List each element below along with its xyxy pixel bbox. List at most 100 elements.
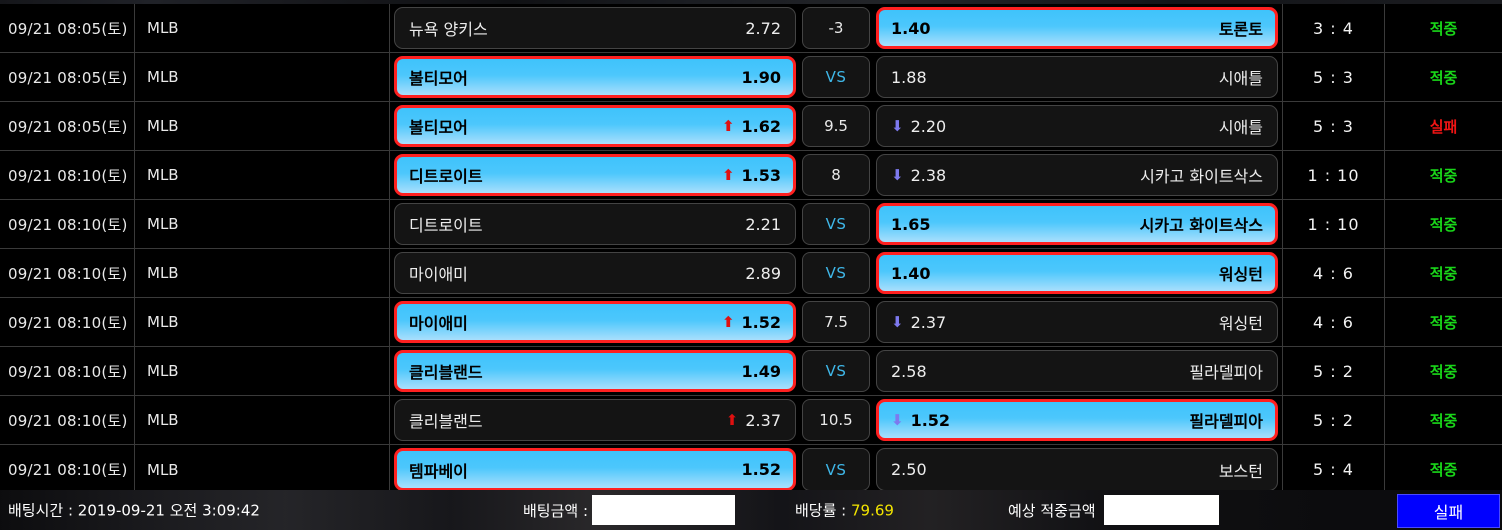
home-pick-cell[interactable]: 템파베이 1.52 xyxy=(390,445,800,494)
away-pick-selected[interactable]: 워싱턴 1.40 xyxy=(876,252,1278,294)
away-pick-cell[interactable]: 워싱턴 1.40 xyxy=(872,249,1282,297)
handicap-cell: VS xyxy=(800,249,872,297)
away-pick-cell[interactable]: 시애틀 ⬇ 2.20 xyxy=(872,102,1282,150)
league-name: MLB xyxy=(135,4,390,52)
match-datetime: 09/21 08:10(토) xyxy=(0,200,135,248)
home-pick-selected[interactable]: 마이애미 ⬆ 1.52 xyxy=(394,301,796,343)
away-odds: ⬇ 1.52 xyxy=(891,411,950,430)
home-pick-selected[interactable]: 디트로이트 ⬆ 1.53 xyxy=(394,154,796,196)
match-datetime: 09/21 08:10(토) xyxy=(0,445,135,494)
away-pick-cell[interactable]: 보스턴 2.50 xyxy=(872,445,1282,494)
bet-status-button[interactable]: 실패 xyxy=(1397,494,1500,528)
away-odds-value: 2.37 xyxy=(910,312,947,332)
expected-payout-group: 예상 적중금액 xyxy=(1008,495,1219,525)
home-odds-value: 1.52 xyxy=(741,312,781,332)
home-team-name: 템파베이 xyxy=(409,461,468,481)
away-pick-cell[interactable]: 워싱턴 ⬇ 2.37 xyxy=(872,298,1282,346)
final-score: 5 : 3 xyxy=(1282,53,1384,101)
away-pick-cell[interactable]: 시애틀 1.88 xyxy=(872,53,1282,101)
away-odds: 2.50 xyxy=(891,460,927,479)
handicap-value: 8 xyxy=(802,154,870,196)
away-pick[interactable]: 시애틀 1.88 xyxy=(876,56,1278,98)
odds-up-arrow-icon: ⬆ xyxy=(725,410,739,429)
payout-rate-value: 79.69 xyxy=(851,501,894,520)
match-datetime: 09/21 08:05(토) xyxy=(0,102,135,150)
away-pick-selected[interactable]: 필라델피아 ⬇ 1.52 xyxy=(876,399,1278,441)
away-pick[interactable]: 시카고 화이트삭스 ⬇ 2.38 xyxy=(876,154,1278,196)
handicap-value: -3 xyxy=(802,7,870,49)
league-name: MLB xyxy=(135,53,390,101)
home-pick-selected[interactable]: 볼티모어 ⬆ 1.62 xyxy=(394,105,796,147)
away-team-name: 시카고 화이트삭스 xyxy=(1139,216,1263,235)
away-odds-value: 1.40 xyxy=(891,263,931,283)
handicap-cell: 8 xyxy=(800,151,872,199)
away-pick-cell[interactable]: 필라델피아 2.58 xyxy=(872,347,1282,395)
away-pick[interactable]: 필라델피아 2.58 xyxy=(876,350,1278,392)
handicap-cell: VS xyxy=(800,53,872,101)
table-row: 09/21 08:10(토) MLB 클리블랜드 1.49 VS 필라델피아 2.58 5 :… xyxy=(0,347,1502,396)
home-pick-cell[interactable]: 마이애미 ⬆ 1.52 xyxy=(390,298,800,346)
match-datetime: 09/21 08:10(토) xyxy=(0,298,135,346)
home-pick-cell[interactable]: 뉴욕 양키스 2.72 xyxy=(390,4,800,52)
home-pick[interactable]: 클리블랜드 ⬆ 2.37 xyxy=(394,399,796,441)
away-pick-cell[interactable]: 시카고 화이트삭스 ⬇ 2.38 xyxy=(872,151,1282,199)
handicap-cell: 7.5 xyxy=(800,298,872,346)
league-name: MLB xyxy=(135,249,390,297)
home-odds: ⬆ 1.53 xyxy=(722,166,781,185)
league-name: MLB xyxy=(135,151,390,199)
home-team-name: 마이애미 xyxy=(409,265,468,284)
home-team-name: 디트로이트 xyxy=(409,216,483,235)
result-status-badge: 적중 xyxy=(1384,396,1502,444)
away-pick[interactable]: 워싱턴 ⬇ 2.37 xyxy=(876,301,1278,343)
league-name: MLB xyxy=(135,298,390,346)
away-pick-cell[interactable]: 시카고 화이트삭스 1.65 xyxy=(872,200,1282,248)
home-pick[interactable]: 디트로이트 2.21 xyxy=(394,203,796,245)
away-odds: 2.58 xyxy=(891,362,927,381)
away-pick-selected[interactable]: 시카고 화이트삭스 1.65 xyxy=(876,203,1278,245)
handicap-value: 7.5 xyxy=(802,301,870,343)
home-team-name: 볼티모어 xyxy=(409,69,468,88)
background-strip xyxy=(0,0,1502,5)
away-team-name: 시애틀 xyxy=(1218,69,1263,88)
home-pick-cell[interactable]: 볼티모어 ⬆ 1.62 xyxy=(390,102,800,150)
payout-rate-group: 배당률 : 79.69 xyxy=(795,500,894,521)
away-odds-value: 2.38 xyxy=(910,165,947,185)
bet-amount-group: 배팅금액 : xyxy=(523,495,736,525)
away-odds-value: 1.88 xyxy=(891,67,927,87)
home-pick[interactable]: 뉴욕 양키스 2.72 xyxy=(394,7,796,49)
away-odds: ⬇ 2.37 xyxy=(891,313,946,332)
home-odds: 2.21 xyxy=(745,215,781,234)
table-row: 09/21 08:10(토) MLB 클리블랜드 ⬆ 2.37 10.5 필라델피아 ⬇ 1.5… xyxy=(0,396,1502,445)
away-pick-cell[interactable]: 토론토 1.40 xyxy=(872,4,1282,52)
bet-summary-bar: 배팅시간 : 2019-09-21 오전 3:09:42 배팅금액 : 배당률 … xyxy=(0,490,1502,530)
home-pick-selected[interactable]: 템파베이 1.52 xyxy=(394,448,796,491)
home-pick-cell[interactable]: 마이애미 2.89 xyxy=(390,249,800,297)
away-pick-cell[interactable]: 필라델피아 ⬇ 1.52 xyxy=(872,396,1282,444)
away-odds: 1.40 xyxy=(891,19,930,38)
away-odds: ⬇ 2.20 xyxy=(891,117,946,136)
away-odds-value: 2.58 xyxy=(891,361,927,381)
home-pick-cell[interactable]: 클리블랜드 ⬆ 2.37 xyxy=(390,396,800,444)
away-pick-selected[interactable]: 토론토 1.40 xyxy=(876,7,1278,49)
away-odds-value: 2.50 xyxy=(891,460,927,479)
away-pick[interactable]: 시애틀 ⬇ 2.20 xyxy=(876,105,1278,147)
bet-selections-table: 09/21 08:05(토) MLB 뉴욕 양키스 2.72 -3 토론토 1.40 3 : … xyxy=(0,4,1502,494)
away-pick[interactable]: 보스턴 2.50 xyxy=(876,448,1278,491)
home-pick[interactable]: 마이애미 2.89 xyxy=(394,252,796,294)
handicap-cell: 9.5 xyxy=(800,102,872,150)
home-pick-cell[interactable]: 디트로이트 ⬆ 1.53 xyxy=(390,151,800,199)
home-pick-cell[interactable]: 클리블랜드 1.49 xyxy=(390,347,800,395)
home-pick-selected[interactable]: 클리블랜드 1.49 xyxy=(394,350,796,392)
home-pick-selected[interactable]: 볼티모어 1.90 xyxy=(394,56,796,98)
final-score: 4 : 6 xyxy=(1282,298,1384,346)
home-pick-cell[interactable]: 디트로이트 2.21 xyxy=(390,200,800,248)
result-status-badge: 적중 xyxy=(1384,4,1502,52)
home-pick-cell[interactable]: 볼티모어 1.90 xyxy=(390,53,800,101)
home-odds-value: 1.52 xyxy=(741,460,781,479)
handicap-cell: VS xyxy=(800,445,872,494)
away-team-name: 보스턴 xyxy=(1218,461,1263,481)
home-team-name: 클리블랜드 xyxy=(409,363,483,382)
table-row: 09/21 08:10(토) MLB 디트로이트 2.21 VS 시카고 화이트삭스 1.6… xyxy=(0,200,1502,249)
